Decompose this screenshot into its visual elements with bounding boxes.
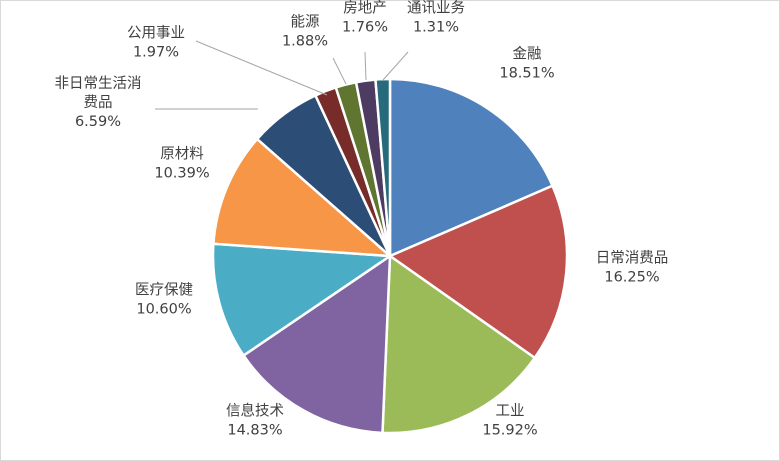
slice-value: 1.97% [133, 45, 179, 61]
pie-slice [212, 137, 392, 258]
slice-name: 费品 [84, 94, 113, 111]
slice-name: 原材料 [160, 146, 204, 163]
slice-label: 信息技术 14.83% [226, 403, 284, 439]
leader-lines [155, 40, 409, 110]
slice-label: 通讯业务 1.31% [407, 0, 465, 36]
slice-value: 1.31% [413, 20, 459, 36]
pie-slice [381, 254, 537, 435]
pie-slice [374, 77, 392, 258]
slice-value: 6.59% [75, 114, 121, 130]
pie-slice [211, 242, 392, 357]
slice-name: 非日常生活消 [55, 75, 142, 92]
slice-value: 18.51% [499, 66, 554, 82]
slice-name: 信息技术 [226, 403, 284, 420]
slice-value: 16.25% [604, 270, 659, 286]
pie-slices [211, 77, 569, 435]
slice-label: 能源 1.88% [282, 14, 328, 50]
leader-line [195, 40, 328, 96]
leader-line [364, 51, 367, 81]
slice-value: 10.39% [154, 166, 209, 182]
slice-name: 工业 [496, 403, 525, 420]
slice-name: 公用事业 [127, 25, 185, 42]
slice-label: 日常消费品 16.25% [596, 250, 669, 286]
slice-value: 1.88% [282, 34, 328, 50]
slice-value: 15.92% [482, 423, 537, 439]
slice-value: 10.60% [136, 302, 191, 318]
slice-label: 金融 18.51% [499, 46, 554, 82]
slice-label: 工业 15.92% [482, 403, 537, 439]
slice-value: 1.76% [342, 20, 388, 36]
leader-line [332, 57, 347, 85]
slice-label: 房地产 1.76% [342, 0, 388, 36]
slice-name: 医疗保健 [135, 282, 193, 299]
leader-line [382, 51, 409, 81]
slice-name: 通讯业务 [407, 0, 465, 17]
slice-label: 医疗保健 10.60% [135, 282, 193, 318]
pie-slice [388, 77, 554, 258]
slice-name: 能源 [291, 14, 320, 31]
slice-label: 非日常生活消费品 6.59% [55, 75, 142, 130]
slice-label: 原材料 10.39% [154, 146, 209, 182]
slice-value: 14.83% [227, 423, 282, 439]
slice-name: 金融 [513, 46, 542, 63]
slice-name: 房地产 [343, 0, 387, 17]
slice-name: 日常消费品 [596, 250, 669, 267]
pie-slice [388, 184, 569, 360]
slice-labels: 金融 18.51% 日常消费品 16.25% 工业 15.92% 信息技术 14.83% 医疗保… [55, 0, 669, 439]
pie-slice [242, 254, 392, 435]
slice-label: 公用事业 1.97% [127, 25, 185, 61]
